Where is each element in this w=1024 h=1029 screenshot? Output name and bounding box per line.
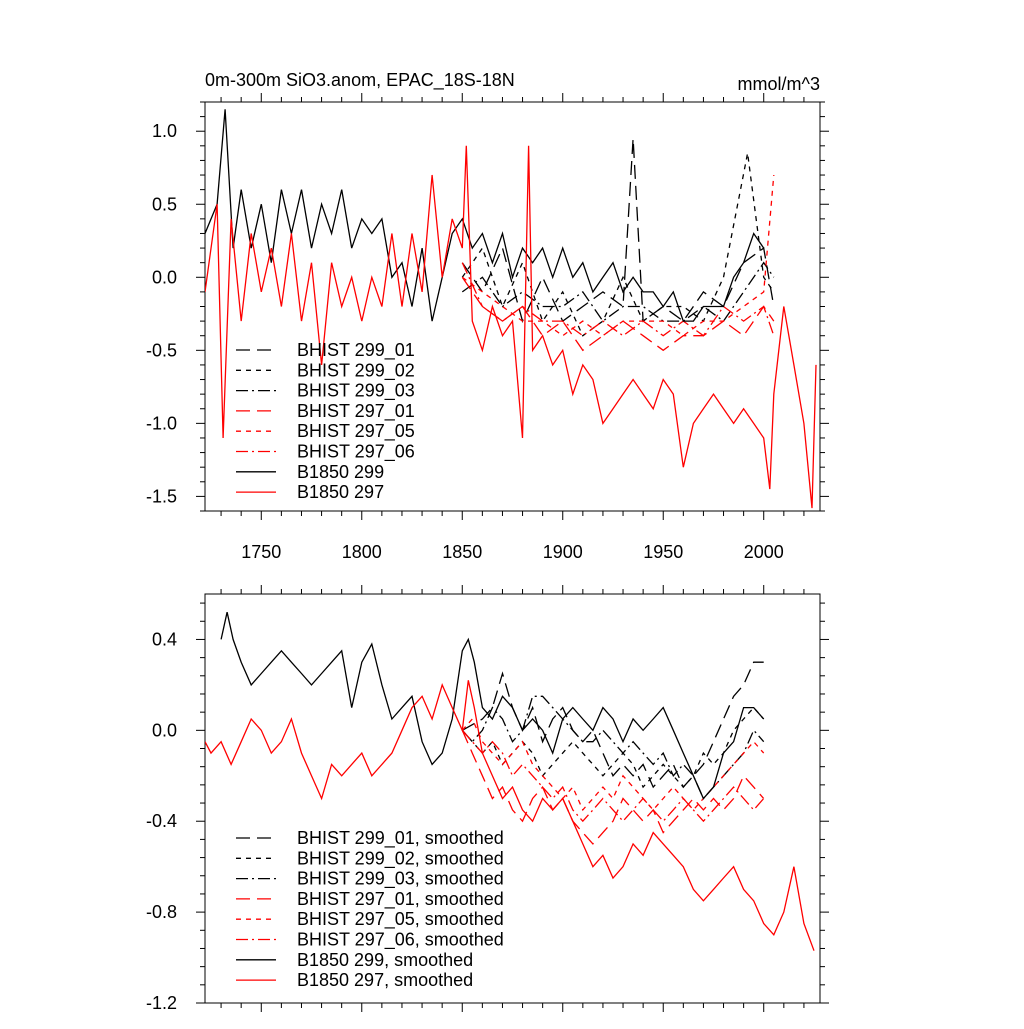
legend-label: BHIST 299_01 [297, 340, 415, 361]
top-panel: 1750 1800 1850 1900 1950 2000 1.0 0.5 0.0 -0.5 -1.… [146, 70, 829, 562]
y-tick-label: -0.4 [146, 811, 177, 831]
legend-label: BHIST 297_05 [297, 421, 415, 442]
legend-label: BHIST 299_02 [297, 360, 415, 381]
legend-label: BHIST 297_01 [297, 401, 415, 422]
legend-label: BHIST 297_05, smoothed [297, 909, 504, 930]
x-tick-label: 1750 [241, 542, 281, 562]
series-line [461, 138, 775, 323]
x-tick-label: 1800 [342, 542, 382, 562]
legend-label: BHIST 299_01, smoothed [297, 828, 504, 849]
legend-label: BHIST 297_06, smoothed [297, 930, 504, 951]
series-line [461, 152, 775, 337]
series-line [461, 730, 765, 845]
legend-label: BHIST 299_03, smoothed [297, 869, 504, 890]
y-tick-label: -1.2 [146, 993, 177, 1013]
legend-label: B1850 297, smoothed [297, 970, 473, 990]
series-line [220, 612, 765, 800]
bottom-panel-frame [204, 593, 821, 1004]
y-tick-label: -0.5 [146, 340, 177, 360]
legend-label: BHIST 297_01, smoothed [297, 889, 504, 910]
y-tick-label: 1.0 [152, 121, 177, 141]
y-tick-label: 0.4 [152, 629, 177, 649]
x-tick-label: 1850 [442, 542, 482, 562]
legend-label: B1850 297 [297, 482, 384, 502]
series-line [461, 695, 765, 800]
series-line [205, 145, 817, 509]
legend-label: B1850 299 [297, 462, 384, 482]
bottom-panel: 0.4 0.0 -0.4 -0.8 -1.2 BHIST 299_01, smoothed… [146, 585, 829, 1013]
y-tick-label: 0.0 [152, 720, 177, 740]
series-line [461, 174, 775, 337]
x-tick-label: 2000 [744, 542, 784, 562]
chart-title: 0m-300m SiO3.anom, EPAC_18S-18N [205, 70, 515, 91]
y-tick-label: -1.0 [146, 413, 177, 433]
series-line [205, 109, 765, 322]
y-tick-label: 0.5 [152, 194, 177, 214]
x-tick-label: 1900 [543, 542, 583, 562]
chart-units: mmol/m^3 [738, 74, 820, 94]
y-tick-label: -0.8 [146, 902, 177, 922]
legend-label: BHIST 299_02, smoothed [297, 848, 504, 869]
legend-label: BHIST 299_03 [297, 381, 415, 402]
y-tick-label: 0.0 [152, 267, 177, 287]
series-line [461, 262, 775, 337]
legend-label: BHIST 297_06 [297, 442, 415, 463]
y-tick-label: -1.5 [146, 486, 177, 506]
series-line [205, 680, 815, 951]
x-tick-label: 1950 [643, 542, 683, 562]
legend-label: B1850 299, smoothed [297, 950, 473, 970]
series-line [461, 729, 765, 823]
